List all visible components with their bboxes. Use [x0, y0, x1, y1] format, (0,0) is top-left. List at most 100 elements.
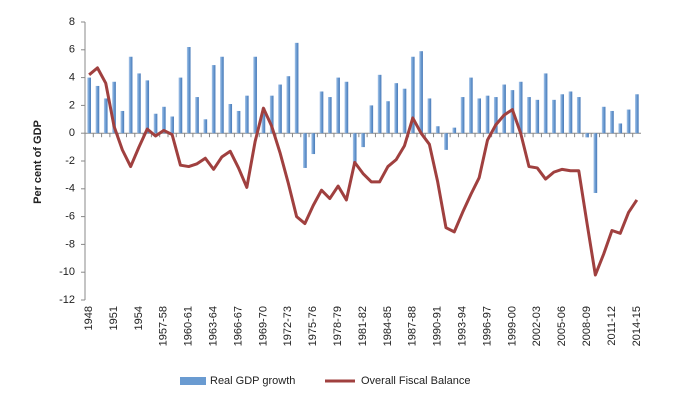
x-tick-label: 1969-70	[257, 306, 269, 346]
y-tick-label: 8	[69, 16, 75, 28]
bar	[435, 126, 440, 134]
x-tick-label: 1963-64	[208, 306, 220, 346]
bar	[518, 81, 523, 134]
legend-label: Real GDP growth	[210, 375, 295, 387]
bar	[444, 133, 448, 150]
bar	[261, 108, 266, 134]
x-tick-label: 1954	[133, 306, 145, 330]
bar	[344, 81, 349, 134]
bar	[294, 42, 299, 134]
bar	[427, 98, 432, 134]
bar	[402, 88, 407, 134]
y-axis-label: Per cent of GDP	[32, 120, 44, 204]
bar	[195, 97, 199, 134]
y-tick-label: -10	[59, 266, 75, 278]
bar	[543, 73, 548, 134]
x-tick-label: 2008-09	[581, 306, 593, 346]
x-tick-label: 1966-67	[232, 306, 244, 346]
bar	[610, 110, 614, 134]
x-tick-label: 1987-88	[407, 306, 419, 346]
bar	[469, 77, 473, 134]
bar	[394, 83, 399, 134]
bar	[286, 76, 291, 134]
bar	[618, 123, 623, 134]
y-tick-label: -12	[59, 294, 75, 306]
bar	[485, 95, 490, 134]
bar	[535, 99, 540, 134]
bar	[386, 101, 390, 134]
bar	[203, 119, 208, 134]
bar	[303, 133, 307, 168]
bar	[327, 97, 332, 134]
bar	[477, 98, 482, 134]
bar	[410, 56, 415, 134]
x-tick-label: 1984-85	[382, 306, 394, 346]
bar	[493, 97, 498, 134]
bar	[153, 113, 158, 134]
bar	[228, 104, 233, 134]
x-tick-label: 1999-00	[506, 306, 518, 346]
bar	[112, 81, 116, 134]
bar	[95, 85, 100, 134]
bar	[162, 106, 166, 134]
x-tick-label: 2002-03	[531, 306, 543, 346]
x-tick-label: 1978-79	[332, 306, 344, 346]
bar	[220, 56, 224, 134]
y-tick-label: 6	[69, 44, 75, 56]
bar	[552, 99, 556, 134]
line	[88, 66, 639, 277]
bar	[369, 105, 374, 134]
bar	[593, 133, 598, 193]
bar	[253, 56, 257, 134]
x-tick-label: 1990-91	[432, 306, 444, 346]
y-tick-label: -6	[65, 211, 75, 223]
bar	[635, 94, 639, 134]
bar	[137, 73, 141, 134]
bar	[502, 84, 506, 134]
x-tick-label: 1972-73	[282, 306, 294, 346]
y-tick-label: 4	[69, 72, 75, 84]
bar	[626, 109, 631, 134]
bar	[361, 133, 365, 148]
x-tick-label: 1981-82	[357, 306, 369, 346]
bar	[576, 97, 581, 134]
x-tick-label: 2014-15	[631, 306, 643, 346]
bar	[278, 84, 282, 134]
bar	[336, 77, 340, 134]
bar	[128, 56, 133, 134]
y-tick-label: -4	[65, 183, 75, 195]
bar	[236, 110, 241, 134]
x-tick-label: 1951	[108, 306, 120, 330]
bar	[87, 77, 91, 134]
bar	[601, 106, 606, 134]
x-tick-label: 2005-06	[556, 306, 568, 346]
bar	[311, 133, 316, 155]
bar	[186, 47, 191, 134]
bar	[585, 133, 589, 138]
x-tick-label: 1960-61	[183, 306, 195, 346]
legend-label: Overall Fiscal Balance	[361, 375, 470, 387]
x-tick-label: 1996-97	[481, 306, 493, 346]
bar	[178, 77, 183, 134]
x-tick-label: 2011-12	[606, 306, 618, 346]
bar	[568, 91, 573, 134]
bar	[419, 51, 423, 134]
y-tick-label: -8	[65, 238, 75, 250]
bar	[319, 91, 324, 134]
y-tick-label: 2	[69, 99, 75, 111]
y-tick-label: -2	[65, 155, 75, 167]
bar	[560, 94, 564, 134]
y-tick-label: 0	[69, 127, 75, 139]
bar	[269, 95, 274, 134]
bar	[103, 98, 108, 134]
x-tick-label: 1948	[83, 306, 95, 330]
bar	[120, 110, 125, 134]
bar	[352, 133, 357, 164]
bar	[377, 74, 382, 134]
bar	[452, 127, 457, 134]
bar	[170, 116, 174, 134]
legend-swatch	[180, 377, 206, 385]
bar	[244, 95, 249, 134]
x-tick-label: 1975-76	[307, 306, 319, 346]
